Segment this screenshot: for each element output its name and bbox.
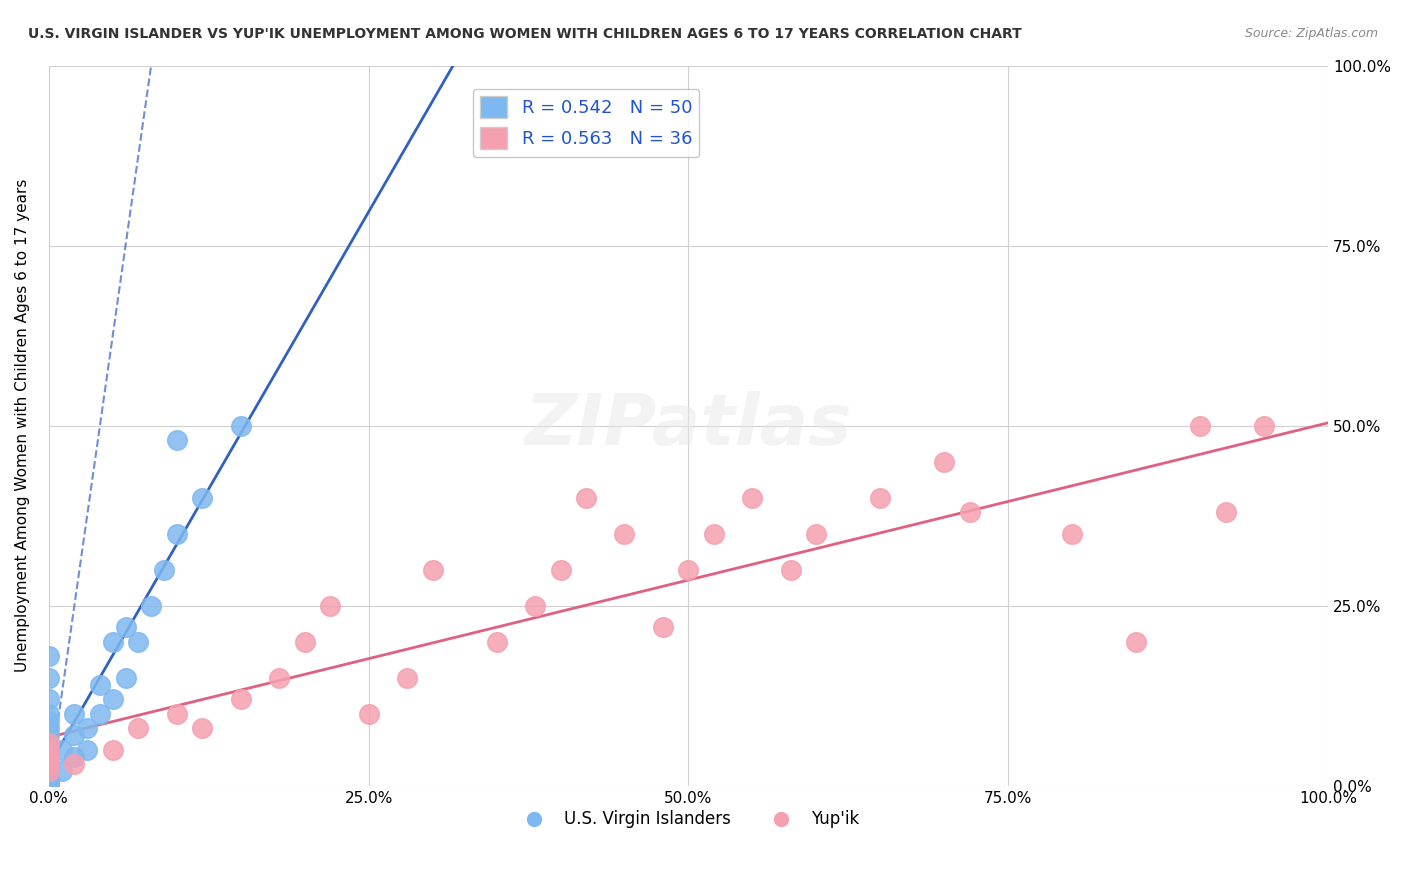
Point — [63, 757, 86, 772]
Point — [76, 743, 98, 757]
Point — [38, 779, 60, 793]
Point — [575, 491, 598, 505]
Point — [38, 692, 60, 706]
Point — [191, 491, 214, 505]
Point — [550, 563, 572, 577]
Point — [38, 772, 60, 786]
Point — [703, 526, 725, 541]
Point — [38, 779, 60, 793]
Text: Source: ZipAtlas.com: Source: ZipAtlas.com — [1244, 27, 1378, 40]
Point — [38, 743, 60, 757]
Point — [1125, 634, 1147, 648]
Point — [38, 779, 60, 793]
Point — [1062, 526, 1084, 541]
Point — [38, 735, 60, 749]
Point — [1215, 505, 1237, 519]
Point — [869, 491, 891, 505]
Point — [38, 757, 60, 772]
Point — [959, 505, 981, 519]
Point — [38, 721, 60, 735]
Point — [38, 779, 60, 793]
Point — [678, 563, 700, 577]
Text: U.S. VIRGIN ISLANDER VS YUP'IK UNEMPLOYMENT AMONG WOMEN WITH CHILDREN AGES 6 TO : U.S. VIRGIN ISLANDER VS YUP'IK UNEMPLOYM… — [28, 27, 1022, 41]
Point — [38, 772, 60, 786]
Point — [38, 671, 60, 685]
Point — [38, 764, 60, 779]
Point — [229, 692, 252, 706]
Point — [38, 735, 60, 749]
Point — [76, 721, 98, 735]
Point — [294, 634, 316, 648]
Point — [153, 563, 176, 577]
Point — [38, 728, 60, 742]
Point — [114, 671, 136, 685]
Y-axis label: Unemployment Among Women with Children Ages 6 to 17 years: Unemployment Among Women with Children A… — [15, 179, 30, 673]
Point — [166, 433, 188, 447]
Point — [229, 418, 252, 433]
Point — [38, 779, 60, 793]
Point — [63, 706, 86, 721]
Point — [651, 620, 673, 634]
Point — [38, 649, 60, 664]
Point — [63, 728, 86, 742]
Point — [934, 455, 956, 469]
Point — [38, 757, 60, 772]
Point — [613, 526, 636, 541]
Point — [191, 721, 214, 735]
Point — [101, 634, 124, 648]
Point — [101, 743, 124, 757]
Point — [38, 779, 60, 793]
Point — [395, 671, 418, 685]
Point — [38, 757, 60, 772]
Point — [127, 634, 149, 648]
Point — [779, 563, 801, 577]
Point — [806, 526, 828, 541]
Point — [166, 526, 188, 541]
Point — [523, 599, 546, 613]
Point — [357, 706, 380, 721]
Point — [38, 750, 60, 764]
Point — [114, 620, 136, 634]
Point — [38, 779, 60, 793]
Point — [51, 743, 73, 757]
Point — [485, 634, 508, 648]
Point — [101, 692, 124, 706]
Point — [127, 721, 149, 735]
Point — [89, 706, 111, 721]
Point — [38, 779, 60, 793]
Text: ZIPatlas: ZIPatlas — [524, 392, 852, 460]
Point — [38, 779, 60, 793]
Point — [38, 764, 60, 779]
Legend: U.S. Virgin Islanders, Yup'ik: U.S. Virgin Islanders, Yup'ik — [510, 804, 866, 835]
Point — [741, 491, 763, 505]
Point — [139, 599, 162, 613]
Point — [1253, 418, 1275, 433]
Point — [63, 750, 86, 764]
Point — [319, 599, 342, 613]
Point — [38, 706, 60, 721]
Point — [38, 764, 60, 779]
Point — [38, 779, 60, 793]
Point — [38, 743, 60, 757]
Point — [38, 779, 60, 793]
Point — [166, 706, 188, 721]
Point — [89, 678, 111, 692]
Point — [267, 671, 290, 685]
Point — [1189, 418, 1212, 433]
Point — [51, 764, 73, 779]
Point — [38, 772, 60, 786]
Point — [38, 779, 60, 793]
Point — [422, 563, 444, 577]
Point — [38, 750, 60, 764]
Point — [38, 764, 60, 779]
Point — [38, 714, 60, 728]
